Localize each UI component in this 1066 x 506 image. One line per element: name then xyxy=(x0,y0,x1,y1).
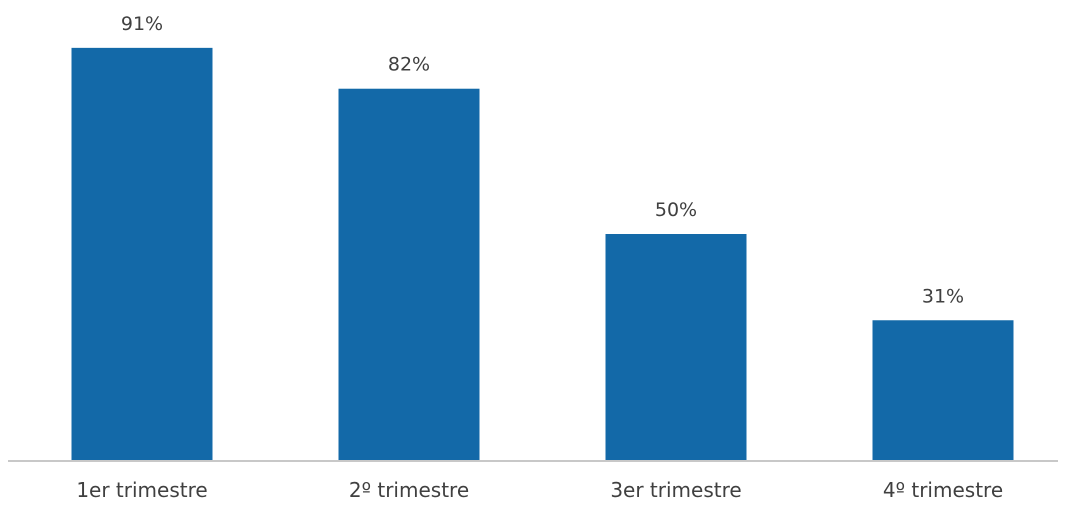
category-label-1: 1er trimestre xyxy=(76,478,207,502)
category-labels-layer: 1er trimestre 2º trimestre 3er trimestre 4º… xyxy=(76,478,1003,502)
data-label-2: 82% xyxy=(388,54,430,76)
category-label-2: 2º trimestre xyxy=(349,478,469,502)
bar-2 xyxy=(338,88,480,461)
value-labels-layer: 91% 82% 50% 31% xyxy=(121,13,964,307)
bar-3 xyxy=(605,234,747,461)
category-label-3: 3er trimestre xyxy=(610,478,741,502)
data-label-3: 50% xyxy=(655,199,697,221)
bar-4 xyxy=(872,320,1014,461)
data-label-4: 31% xyxy=(922,285,964,307)
bars-layer xyxy=(71,47,1014,462)
category-label-4: 4º trimestre xyxy=(883,478,1003,502)
data-label-1: 91% xyxy=(121,13,163,35)
bar-1 xyxy=(71,47,213,462)
